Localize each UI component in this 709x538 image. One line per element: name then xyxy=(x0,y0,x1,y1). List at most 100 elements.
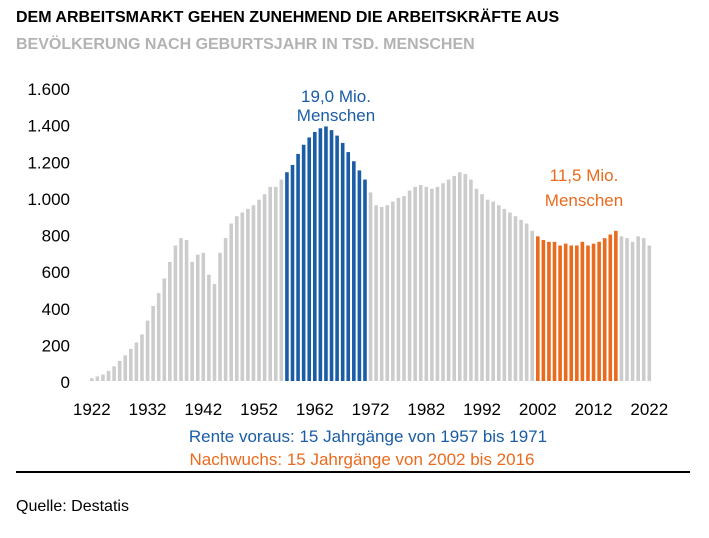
bar-1975 xyxy=(385,205,390,381)
bar-2013 xyxy=(597,241,601,381)
bar-1938 xyxy=(179,238,183,381)
bar-1943 xyxy=(207,274,211,381)
bar-1990 xyxy=(469,179,473,381)
nachwuchs-annotation-line1: 11,5 Mio. xyxy=(550,166,619,185)
y-axis: 0 200 400 600 800 1.000 1.200 1.400 1.600 xyxy=(27,80,70,392)
bar-1937 xyxy=(173,245,178,381)
bar-1977 xyxy=(396,197,401,382)
bar-1928 xyxy=(123,355,128,381)
bar-2009 xyxy=(575,245,579,381)
x-tick-label: 2012 xyxy=(575,400,613,419)
bar-1993 xyxy=(485,199,490,381)
bar-1927 xyxy=(117,360,122,381)
bar-2021 xyxy=(641,238,646,381)
x-tick-label: 1972 xyxy=(352,400,390,419)
bar-1935 xyxy=(162,278,167,381)
bar-1963 xyxy=(318,128,323,381)
bar-2008 xyxy=(569,245,574,381)
bar-1933 xyxy=(151,305,155,381)
bar-1952 xyxy=(257,199,261,381)
y-tick-label: 400 xyxy=(42,300,70,319)
y-tick-label: 800 xyxy=(42,227,70,246)
y-tick-label: 1.400 xyxy=(27,117,70,136)
chart-subtitle: BEVÖLKERUNG NACH GEBURTSJAHR IN TSD. MEN… xyxy=(16,36,475,53)
bar-1984 xyxy=(435,186,440,381)
bar-1931 xyxy=(140,334,144,381)
x-tick-label: 2002 xyxy=(519,400,557,419)
bar-1966 xyxy=(335,135,339,381)
bar-1950 xyxy=(246,208,250,381)
bar-1981 xyxy=(418,185,423,381)
x-tick-label: 1952 xyxy=(240,400,278,419)
bar-2001 xyxy=(530,230,535,381)
bar-1956 xyxy=(279,179,284,381)
bar-1988 xyxy=(457,172,462,381)
x-tick-label: 1922 xyxy=(73,400,111,419)
chart-title: DEM ARBEITSMARKT GEHEN ZUNEHMEND DIE ARB… xyxy=(16,9,560,26)
rente-annotation-line1: 19,0 Mio. xyxy=(301,87,371,106)
bar-1955 xyxy=(273,186,278,381)
x-tick-label: 1942 xyxy=(184,400,222,419)
bar-2004 xyxy=(547,241,551,381)
bar-2019 xyxy=(630,241,635,381)
divider-line xyxy=(16,471,690,473)
bar-1983 xyxy=(430,188,434,381)
bar-2016 xyxy=(614,230,618,381)
bar-1925 xyxy=(106,370,111,381)
bar-1965 xyxy=(329,130,334,381)
bar-1941 xyxy=(195,254,200,381)
bar-1962 xyxy=(313,131,317,381)
bars xyxy=(90,126,652,382)
bar-1932 xyxy=(145,320,150,381)
bar-2010 xyxy=(580,241,585,381)
bar-1958 xyxy=(290,164,295,381)
y-tick-label: 0 xyxy=(61,373,70,392)
bar-1960 xyxy=(301,144,306,381)
bar-1976 xyxy=(391,201,395,381)
bar-1948 xyxy=(234,216,239,381)
bar-1980 xyxy=(413,186,417,381)
bar-1939 xyxy=(184,239,189,381)
bar-1999 xyxy=(519,219,523,381)
bar-1997 xyxy=(508,212,512,381)
bar-1979 xyxy=(407,190,412,381)
bar-1967 xyxy=(340,142,345,381)
bar-1974 xyxy=(379,207,384,381)
bar-2006 xyxy=(558,245,562,381)
bar-1926 xyxy=(112,366,116,381)
bar-2011 xyxy=(586,245,590,381)
bar-1978 xyxy=(402,196,406,381)
bar-1971 xyxy=(363,179,367,381)
x-tick-label: 2022 xyxy=(630,400,668,419)
y-tick-label: 600 xyxy=(42,263,70,282)
bar-1930 xyxy=(134,342,139,381)
legend-rente: Rente voraus: 15 Jahrgänge von 1957 bis … xyxy=(189,427,547,446)
bar-1985 xyxy=(441,183,445,381)
bar-1992 xyxy=(480,194,484,381)
bar-2007 xyxy=(563,243,568,381)
bar-1944 xyxy=(212,283,217,381)
source-note: Quelle: Destatis xyxy=(16,498,129,515)
bar-1945 xyxy=(218,252,222,381)
bar-1986 xyxy=(446,179,451,381)
bar-1989 xyxy=(463,174,468,381)
bar-1924 xyxy=(101,374,105,381)
bar-2022 xyxy=(647,245,652,381)
bar-1957 xyxy=(285,172,289,381)
bar-1929 xyxy=(129,348,133,381)
bar-1934 xyxy=(156,293,161,381)
x-tick-label: 1982 xyxy=(407,400,445,419)
bar-2012 xyxy=(591,243,596,381)
legend-nachwuchs: Nachwuchs: 15 Jahrgänge von 2002 bis 201… xyxy=(190,450,535,469)
bar-1994 xyxy=(491,201,495,381)
bar-1991 xyxy=(474,188,479,381)
bar-1954 xyxy=(268,186,272,381)
x-tick-label: 1962 xyxy=(296,400,334,419)
bar-1973 xyxy=(374,205,378,381)
y-tick-label: 200 xyxy=(42,336,70,355)
bar-1947 xyxy=(229,223,233,381)
bar-1942 xyxy=(201,252,206,381)
y-tick-label: 1.600 xyxy=(27,80,70,99)
bar-1969 xyxy=(352,161,356,381)
x-tick-label: 1932 xyxy=(129,400,167,419)
